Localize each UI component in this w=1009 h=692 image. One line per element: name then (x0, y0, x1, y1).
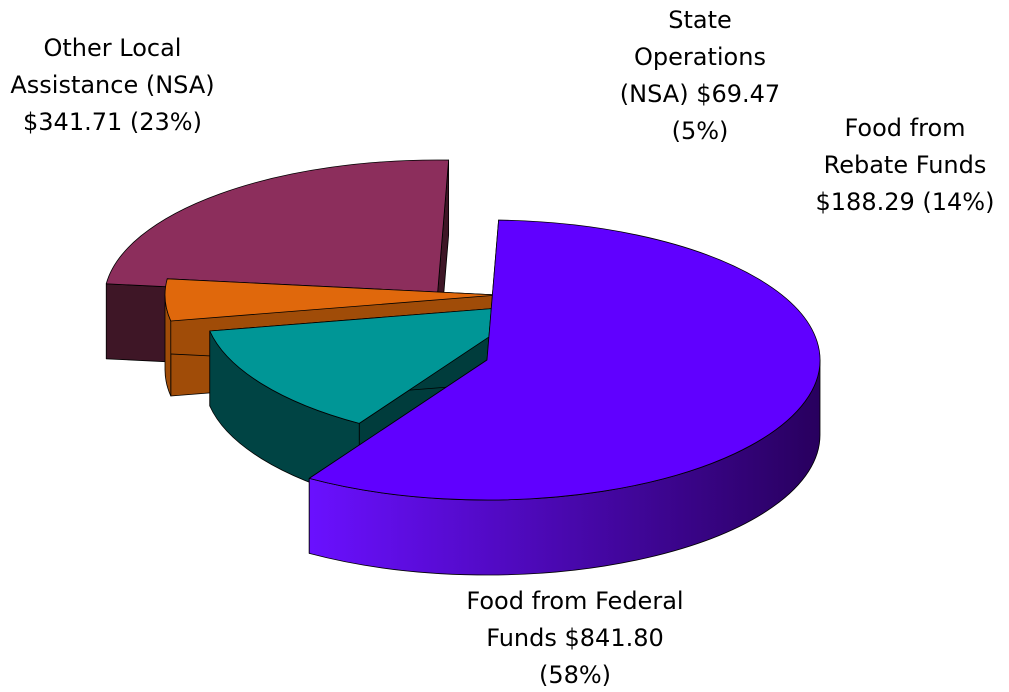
slice-top (164, 278, 499, 322)
label-value: $69.47 (696, 80, 781, 108)
label-name: Food from Federal Funds (466, 587, 684, 652)
slice-label: Food from Federal Funds $841.80 (58%) (455, 583, 695, 692)
label-name: Food from Rebate Funds (823, 114, 987, 179)
label-value: $188.29 (815, 188, 915, 216)
slice-label: State Operations (NSA) $69.47 (5%) (605, 2, 795, 150)
label-percent: (23%) (129, 108, 202, 136)
label-name: State Operations (NSA) (619, 6, 766, 108)
label-percent: (58%) (538, 661, 612, 689)
label-percent: (5%) (671, 117, 729, 145)
label-name: Other Local Assistance (NSA) (10, 34, 215, 99)
label-percent: (14%) (922, 188, 995, 216)
slice-top (209, 304, 538, 424)
slice-label: Food from Rebate Funds $188.29 (14%) (800, 110, 1009, 221)
slice-top (308, 219, 821, 501)
label-value: $341.71 (23, 108, 123, 136)
slice-top (105, 159, 450, 301)
label-value: $841.80 (564, 624, 664, 652)
slice-label: Other Local Assistance (NSA) $341.71 (23… (0, 30, 225, 141)
